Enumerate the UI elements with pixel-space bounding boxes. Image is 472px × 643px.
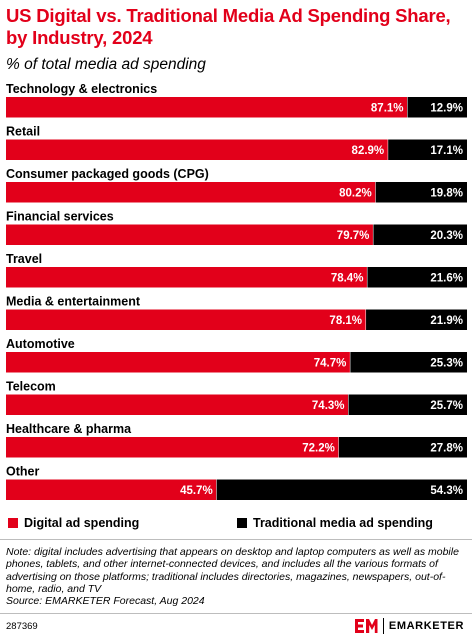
chart-id: 287369 bbox=[6, 621, 38, 632]
value-label-traditional: 19.8% bbox=[430, 187, 463, 199]
bar-segment-traditional bbox=[350, 352, 467, 373]
category-label: Travel bbox=[6, 252, 42, 266]
bar-row: Retail 82.9% 17.1% bbox=[6, 125, 467, 160]
bar-row: Automotive 74.7% 25.3% bbox=[6, 337, 467, 373]
chart-subtitle: % of total media ad spending bbox=[6, 56, 206, 73]
value-label-traditional: 12.9% bbox=[430, 102, 463, 114]
value-label-digital: 78.4% bbox=[331, 272, 364, 284]
legend-label-digital: Digital ad spending bbox=[24, 516, 140, 530]
value-label-digital: 80.2% bbox=[339, 187, 372, 199]
value-label-traditional: 20.3% bbox=[430, 230, 463, 242]
value-label-digital: 79.7% bbox=[337, 230, 370, 242]
bar-segment-digital bbox=[6, 352, 351, 373]
bar-segment-digital bbox=[6, 309, 367, 330]
value-label-traditional: 21.6% bbox=[430, 272, 463, 284]
value-label-digital: 74.3% bbox=[312, 400, 345, 412]
bar-segment-traditional bbox=[375, 182, 467, 203]
value-label-traditional: 25.3% bbox=[430, 357, 463, 369]
bar-segment-traditional bbox=[373, 224, 467, 245]
chart-note: Note: digital includes advertising that … bbox=[6, 546, 468, 607]
bar-row: Technology & electronics 87.1% 12.9% bbox=[6, 82, 467, 118]
bar-row: Media & entertainment 78.1% 21.9% bbox=[6, 295, 467, 330]
category-label: Other bbox=[6, 465, 39, 479]
bar-segment-traditional bbox=[367, 267, 467, 288]
bar-segment-traditional bbox=[348, 394, 467, 415]
value-label-traditional: 25.7% bbox=[430, 400, 463, 412]
value-label-digital: 74.7% bbox=[314, 357, 347, 369]
bar-row: Travel 78.4% 21.6% bbox=[6, 252, 467, 288]
category-label: Technology & electronics bbox=[6, 82, 157, 96]
category-label: Retail bbox=[6, 125, 40, 139]
value-label-digital: 45.7% bbox=[180, 485, 213, 497]
legend-item-digital: Digital ad spending bbox=[8, 516, 139, 530]
bar-row: Telecom 74.3% 25.7% bbox=[6, 380, 467, 415]
bar-segment-traditional bbox=[216, 479, 467, 500]
bar-segment-digital bbox=[6, 224, 374, 245]
bar-row: Financial services 79.7% 20.3% bbox=[6, 210, 467, 245]
note-divider bbox=[0, 539, 472, 540]
category-label: Automotive bbox=[6, 337, 75, 351]
value-label-digital: 72.2% bbox=[302, 442, 335, 454]
bar-segment-traditional bbox=[388, 139, 467, 160]
stacked-bar-chart: Technology & electronics 87.1% 12.9% Retail… bbox=[6, 82, 467, 500]
value-label-digital: 78.1% bbox=[329, 315, 362, 327]
category-label: Healthcare & pharma bbox=[6, 422, 132, 436]
legend-swatch-traditional bbox=[237, 518, 247, 528]
bar-segment-digital bbox=[6, 267, 368, 288]
bar-segment-digital bbox=[6, 97, 408, 118]
legend-item-traditional: Traditional media ad spending bbox=[237, 516, 433, 530]
value-label-traditional: 21.9% bbox=[430, 315, 463, 327]
bar-segment-digital bbox=[6, 437, 339, 458]
source-text: Source: EMARKETER Forecast, Aug 2024 bbox=[6, 595, 205, 608]
category-label: Financial services bbox=[6, 210, 114, 224]
legend-label-traditional: Traditional media ad spending bbox=[253, 516, 433, 530]
bar-row: Healthcare & pharma 72.2% 27.8% bbox=[6, 422, 467, 458]
bar-segment-traditional bbox=[407, 97, 467, 118]
bar-row: Consumer packaged goods (CPG) 80.2% 19.8% bbox=[6, 167, 467, 203]
value-label-traditional: 17.1% bbox=[430, 145, 463, 157]
brand-name: EMARKETER bbox=[388, 620, 464, 632]
footer-divider bbox=[0, 613, 472, 614]
note-text: Note: digital includes advertising that … bbox=[6, 546, 459, 595]
bar-segment-traditional bbox=[366, 309, 467, 330]
em-logo-icon bbox=[354, 619, 378, 633]
bar-segment-digital bbox=[6, 479, 217, 500]
value-label-digital: 82.9% bbox=[352, 145, 385, 157]
category-label: Telecom bbox=[6, 380, 56, 394]
bar-row: Other 45.7% 54.3% bbox=[6, 465, 467, 500]
bar-segment-digital bbox=[6, 139, 389, 160]
legend-swatch-digital bbox=[8, 518, 18, 528]
value-label-traditional: 27.8% bbox=[430, 442, 463, 454]
brand-logo[interactable]: EMARKETER bbox=[354, 616, 464, 636]
value-label-traditional: 54.3% bbox=[430, 485, 463, 497]
category-label: Consumer packaged goods (CPG) bbox=[6, 167, 209, 181]
bar-segment-traditional bbox=[338, 437, 467, 458]
category-label: Media & entertainment bbox=[6, 295, 141, 309]
value-label-digital: 87.1% bbox=[371, 102, 404, 114]
chart-title: US Digital vs. Traditional Media Ad Spen… bbox=[6, 5, 451, 48]
bar-segment-digital bbox=[6, 394, 349, 415]
brand-divider bbox=[382, 618, 384, 634]
bar-segment-digital bbox=[6, 182, 376, 203]
